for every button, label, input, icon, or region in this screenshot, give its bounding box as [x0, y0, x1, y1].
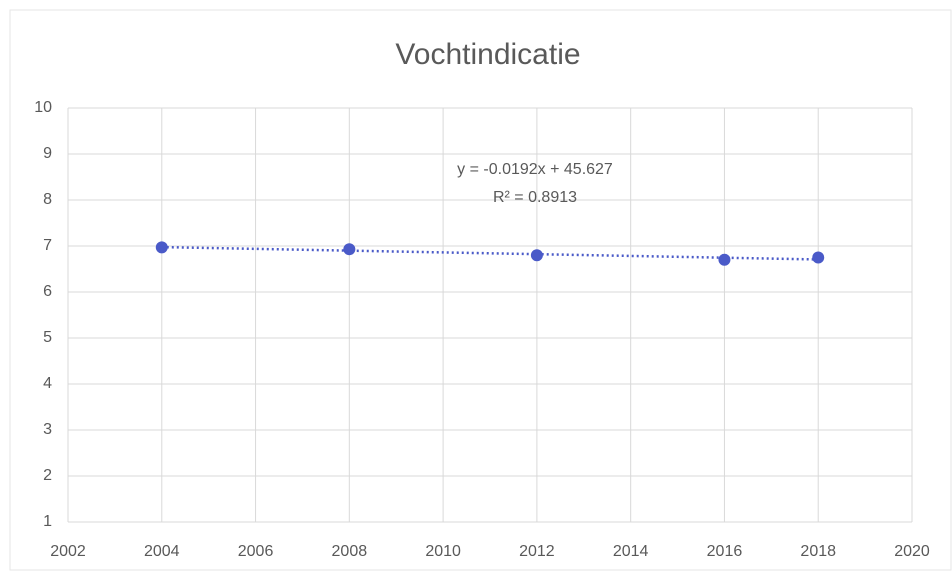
y-tick-label: 2	[43, 467, 52, 484]
trendline-label: y = -0.0192x + 45.627	[457, 161, 613, 178]
y-tick-label: 4	[43, 375, 52, 392]
y-tick-label: 7	[43, 237, 52, 254]
x-tick-label: 2018	[800, 543, 836, 560]
x-tick-label: 2016	[707, 543, 743, 560]
y-tick-label: 6	[43, 283, 52, 300]
y-tick-label: 10	[34, 99, 52, 116]
trendline-label: R² = 0.8913	[493, 189, 577, 206]
y-tick-label: 8	[43, 191, 52, 208]
x-tick-label: 2002	[50, 543, 86, 560]
y-tick-label: 9	[43, 145, 52, 162]
data-point	[155, 241, 168, 254]
y-tick-label: 3	[43, 421, 52, 438]
y-tick-label: 5	[43, 329, 52, 346]
data-point	[812, 251, 825, 264]
data-point	[718, 253, 731, 266]
x-tick-label: 2006	[238, 543, 274, 560]
x-tick-label: 2020	[894, 543, 930, 560]
x-tick-label: 2010	[425, 543, 461, 560]
data-point	[343, 243, 356, 256]
x-tick-label: 2004	[144, 543, 180, 560]
y-tick-label: 1	[43, 513, 52, 530]
x-tick-label: 2014	[613, 543, 649, 560]
x-tick-label: 2008	[332, 543, 368, 560]
x-tick-label: 2012	[519, 543, 555, 560]
chart-title: Vochtindicatie	[395, 38, 580, 71]
chart-frame	[9, 9, 952, 571]
data-point	[530, 249, 543, 262]
